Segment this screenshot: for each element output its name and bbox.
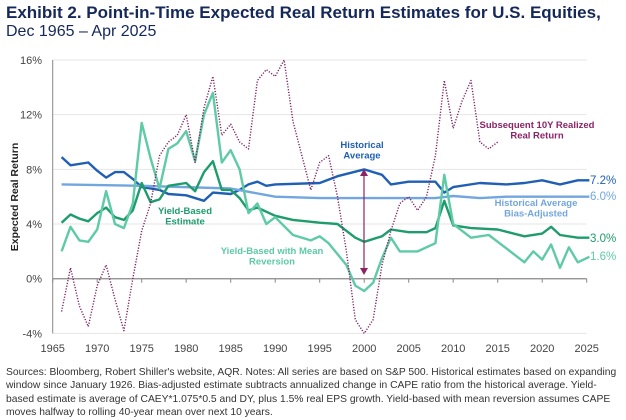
x-tick-label: 2010: [441, 343, 465, 355]
series-line-subsequent-10y-realized-real-return: [60, 59, 499, 335]
x-tick-label: 1980: [174, 343, 198, 355]
x-tick-label: 2025: [574, 343, 598, 355]
y-tick-label: 16%: [20, 55, 42, 67]
series-annotation: Historical Average: [495, 198, 578, 209]
arrow-down-icon: [360, 268, 368, 275]
y-tick-label: 8%: [26, 164, 42, 176]
x-tick-label: 1985: [218, 343, 242, 355]
series-annotation: Historical: [340, 140, 383, 151]
x-tick-label: 2015: [485, 343, 509, 355]
end-value-label: 6.0%: [590, 191, 616, 203]
series-annotation: Subsequent 10Y Realized: [480, 120, 595, 131]
series-line-yield-based-estimate: [60, 160, 590, 243]
y-tick-label: 4%: [26, 219, 42, 231]
series-annotation: Estimate: [165, 217, 205, 228]
x-tick-label: 1970: [85, 343, 109, 355]
series-annotation: Yield-Based with Mean: [221, 246, 324, 257]
y-axis-label: Expected Real Return: [9, 143, 21, 252]
chart-subtitle: Dec 1965 – Apr 2025: [6, 23, 157, 40]
series-annotation: Yield-Based: [158, 206, 212, 217]
end-value-label: 3.0%: [590, 233, 616, 245]
x-tick-label: 2005: [396, 343, 420, 355]
end-value-label: 1.6%: [590, 251, 616, 263]
x-tick-label: 2000: [352, 343, 376, 355]
series-annotation: Average: [343, 151, 380, 162]
series-annotation: Reversion: [249, 257, 295, 268]
chart-title: Exhibit 2. Point-in-Time Expected Real R…: [6, 3, 601, 22]
line-chart: 16% 12% 8% 4% 0% -4% 1965 1970 1975 1980 1985 1990 1…: [9, 55, 616, 355]
series-annotation: Bias-Adjusted: [504, 209, 568, 220]
y-tick-label: 0%: [26, 274, 42, 286]
footnote: Sources: Bloomberg, Robert Shiller's web…: [6, 367, 617, 419]
series-line-historical-average-bias-adjusted: [61, 183, 590, 200]
x-tick-label: 1990: [263, 343, 287, 355]
end-value-label: 7.2%: [590, 175, 616, 187]
series-line-historical-average: [60, 156, 590, 202]
x-tick-label: 2020: [530, 343, 554, 355]
x-tick-label: 1965: [40, 343, 64, 355]
y-tick-label: 12%: [20, 110, 42, 122]
x-tick-label: 1975: [129, 343, 153, 355]
x-tick-label: 1995: [307, 343, 331, 355]
series-line-yield-based-with-mean-reversion: [60, 91, 590, 293]
arrow-up-icon: [360, 169, 368, 176]
y-tick-label: -4%: [22, 328, 42, 340]
series-annotation: Real Return: [510, 131, 564, 142]
